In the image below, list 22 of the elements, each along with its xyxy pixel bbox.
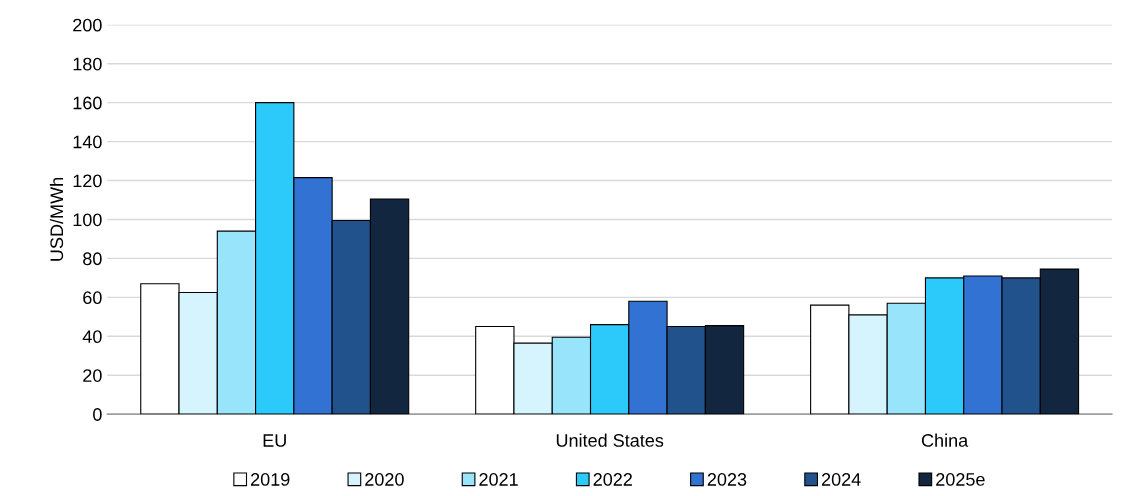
x-tick-label: EU: [263, 434, 286, 447]
legend-label: 2021: [479, 473, 518, 486]
y-tick-label: 160: [73, 96, 102, 110]
legend-label: 2025e: [936, 473, 985, 486]
y-tick-label: 100: [73, 213, 102, 227]
legend-label: 2024: [821, 473, 861, 486]
y-axis-title: USD/MWh: [49, 178, 64, 261]
y-tick-label: 80: [83, 252, 102, 266]
y-tick-label: 40: [82, 330, 102, 344]
x-tick-label: United States: [556, 433, 664, 447]
y-tick-label: 200: [73, 18, 102, 32]
y-tick-label: 0: [93, 408, 102, 421]
y-tick-label: 20: [83, 369, 102, 382]
y-tick-label: 60: [83, 291, 102, 305]
x-tick-label: China: [921, 433, 969, 447]
legend-label: 2020: [365, 473, 404, 486]
legend-label: 2023: [707, 473, 747, 486]
y-tick-label: 140: [73, 135, 102, 149]
legend-label: 2022: [593, 473, 632, 486]
y-tick-label: 120: [73, 174, 102, 188]
y-tick-label: 180: [73, 57, 102, 71]
legend-label: 2019: [251, 473, 290, 486]
